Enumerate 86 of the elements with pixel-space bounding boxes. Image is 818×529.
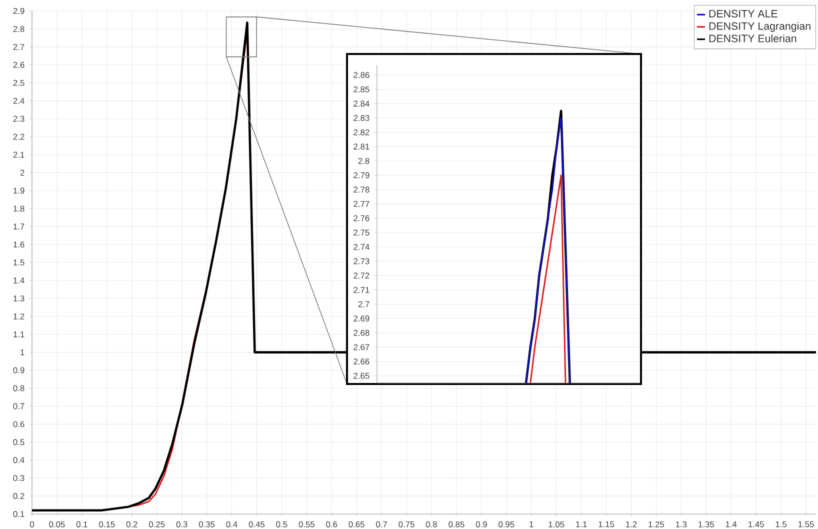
x-tick-label: 0.35 bbox=[198, 521, 215, 528]
x-tick-label: 1.55 bbox=[798, 521, 814, 528]
x-tick-label: 0.45 bbox=[248, 521, 265, 528]
y-tick-label: 2.9 bbox=[13, 8, 24, 14]
y-tick-label: 1.8 bbox=[14, 206, 24, 212]
x-tick-label: 0.8 bbox=[426, 521, 437, 528]
y-tick-label: 2.71 bbox=[354, 286, 370, 293]
x-tick-label: 0.75 bbox=[398, 521, 414, 528]
x-tick-label: 1.05 bbox=[548, 521, 564, 528]
x-tick-label: 0.3 bbox=[176, 521, 188, 528]
y-tick-label: 2.2 bbox=[13, 134, 24, 140]
y-tick-label: 2.7 bbox=[358, 301, 370, 308]
x-tick-label: 1.25 bbox=[648, 521, 664, 528]
x-tick-label: 1.2 bbox=[626, 521, 637, 528]
x-tick-label: 0.9 bbox=[476, 521, 487, 528]
y-tick-label: 1.9 bbox=[14, 188, 24, 194]
y-tick-label: 2.1 bbox=[13, 152, 24, 158]
y-tick-label: 0.9 bbox=[13, 367, 24, 374]
x-tick-label: 0.05 bbox=[49, 521, 65, 528]
x-tick-label: 0.1 bbox=[76, 521, 88, 528]
x-tick-label: 1.5 bbox=[776, 521, 787, 528]
x-tick-label: 0 bbox=[30, 521, 34, 528]
y-tick-label: 1 bbox=[20, 349, 24, 356]
y-tick-label: 1.5 bbox=[14, 260, 24, 266]
y-tick-label: 2.65 bbox=[354, 372, 370, 379]
y-tick-label: 2.8 bbox=[358, 158, 370, 164]
x-tick-label: 1.1 bbox=[576, 521, 587, 528]
y-tick-label: 2.86 bbox=[354, 72, 370, 78]
y-tick-label: 2.81 bbox=[354, 144, 370, 150]
y-tick-label: 2 bbox=[20, 170, 24, 176]
y-tick-label: 0.2 bbox=[13, 493, 24, 500]
legend-label: DENSITY Eulerian bbox=[709, 34, 796, 42]
y-tick-label: 0.6 bbox=[13, 421, 24, 428]
x-tick-label: 1 bbox=[530, 521, 534, 528]
x-tick-label: 0.7 bbox=[376, 521, 387, 528]
y-tick-label: 2.68 bbox=[354, 330, 370, 336]
y-tick-label: 0.5 bbox=[13, 439, 24, 446]
x-tick-label: 1.45 bbox=[748, 521, 764, 528]
y-tick-label: 2.84 bbox=[354, 100, 370, 107]
x-tick-label: 0.5 bbox=[276, 521, 288, 528]
x-tick-label: 0.15 bbox=[99, 521, 115, 528]
y-tick-label: 1.4 bbox=[14, 278, 24, 284]
y-tick-label: 2.3 bbox=[13, 116, 24, 122]
y-tick-label: 2.8 bbox=[13, 26, 24, 32]
y-tick-label: 2.85 bbox=[354, 86, 370, 92]
x-tick-label: 0.2 bbox=[126, 521, 138, 528]
y-tick-label: 2.79 bbox=[354, 172, 370, 178]
y-tick-label: 2.66 bbox=[354, 358, 370, 364]
x-tick-label: 0.25 bbox=[149, 521, 165, 528]
y-tick-label: 0.3 bbox=[13, 475, 24, 482]
y-tick-label: 2.77 bbox=[354, 201, 370, 207]
y-tick-label: 1.7 bbox=[14, 224, 24, 230]
x-tick-label: 0.95 bbox=[498, 521, 514, 528]
y-tick-label: 1.1 bbox=[14, 331, 24, 338]
y-tick-label: 2.73 bbox=[354, 258, 370, 264]
x-tick-label: 1.4 bbox=[726, 521, 737, 528]
y-tick-label: 2.67 bbox=[354, 344, 370, 350]
y-tick-label: 2.69 bbox=[354, 316, 370, 322]
x-tick-label: 0.4 bbox=[226, 521, 238, 528]
y-tick-label: 2.75 bbox=[354, 230, 370, 236]
y-tick-label: 2.7 bbox=[13, 44, 24, 50]
legend-label: DENSITY ALE bbox=[709, 10, 778, 18]
y-tick-label: 1.2 bbox=[14, 313, 24, 320]
x-tick-label: 0.55 bbox=[298, 521, 314, 528]
x-tick-label: 1.3 bbox=[676, 521, 687, 528]
x-tick-label: 1.35 bbox=[698, 521, 714, 528]
x-tick-label: 0.85 bbox=[448, 521, 464, 528]
y-tick-label: 2.82 bbox=[354, 129, 370, 136]
y-tick-label: 0.8 bbox=[13, 385, 24, 392]
y-tick-label: 2.83 bbox=[354, 115, 370, 121]
y-tick-label: 0.1 bbox=[13, 511, 24, 517]
y-tick-label: 1.6 bbox=[14, 242, 24, 248]
y-tick-label: 2.78 bbox=[354, 186, 370, 193]
y-tick-label: 1.3 bbox=[14, 295, 24, 302]
y-tick-label: 0.7 bbox=[13, 403, 24, 410]
y-tick-label: 2.6 bbox=[13, 62, 24, 68]
y-tick-label: 2.4 bbox=[13, 98, 24, 104]
y-tick-label: 2.74 bbox=[354, 244, 370, 250]
y-tick-label: 2.76 bbox=[354, 215, 370, 222]
y-tick-label: 2.72 bbox=[354, 272, 370, 278]
y-tick-label: 0.4 bbox=[13, 457, 24, 464]
x-tick-label: 1.15 bbox=[598, 521, 614, 528]
y-tick-label: 2.5 bbox=[13, 80, 24, 86]
legend-label: DENSITY Lagrangian bbox=[709, 22, 810, 32]
x-tick-label: 0.65 bbox=[348, 521, 364, 528]
x-tick-label: 0.6 bbox=[326, 521, 338, 528]
